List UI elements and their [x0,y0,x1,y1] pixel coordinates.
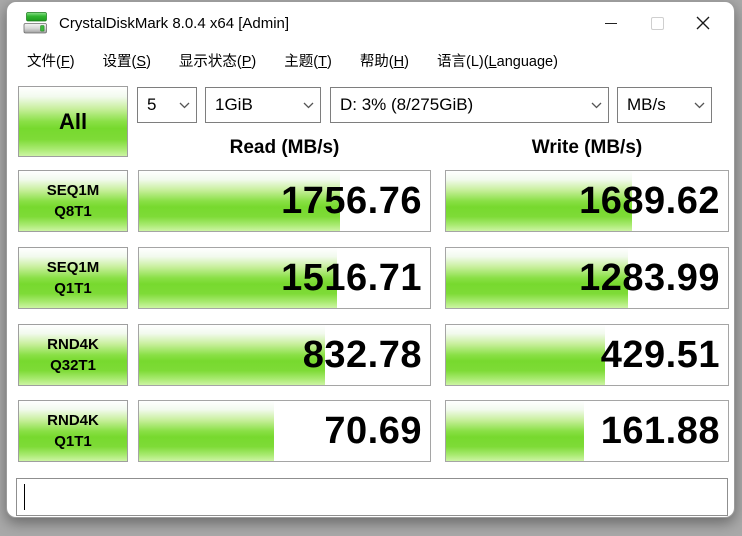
read-result-value: 1516.71 [281,256,422,299]
test-count-value: 5 [147,95,157,114]
read-result-cell: 70.69 [138,400,431,462]
chevron-down-icon [297,102,314,109]
target-drive-value: D: 3% (8/275GiB) [340,95,474,114]
comment-input[interactable] [16,478,728,516]
window-title: CrystalDiskMark 8.0.4 x64 [Admin] [59,14,290,32]
read-result-value: 70.69 [324,409,422,452]
text-caret [24,484,25,510]
read-result-bar [139,401,275,461]
write-result-cell: 1283.99 [445,247,729,309]
app-window: CrystalDiskMark 8.0.4 x64 [Admin] 文件(F) … [6,1,735,518]
read-column-header: Read (MB/s) [229,137,340,158]
maximize-icon [650,16,664,30]
write-result-cell: 1689.62 [445,170,729,232]
menu-language[interactable]: 语言(L)(Language) [436,53,558,70]
menu-profile[interactable]: 显示状态(P) [178,53,257,70]
write-result-bar [446,401,585,461]
title-bar: CrystalDiskMark 8.0.4 x64 [Admin] [7,2,734,44]
write-result-cell: 161.88 [445,400,729,462]
read-result-cell: 1516.71 [138,247,431,309]
write-result-value: 1283.99 [579,256,720,299]
menu-file[interactable]: 文件(F) [27,53,75,70]
write-column-header: Write (MB/s) [531,137,643,158]
disk-drive-icon [23,12,47,34]
test-size-value: 1GiB [215,95,253,114]
close-button[interactable] [680,2,726,44]
menu-settings[interactable]: 设置(S) [102,53,151,70]
target-drive-select[interactable]: D: 3% (8/275GiB) [330,87,609,123]
read-result-value: 1756.76 [281,179,422,222]
minimize-button[interactable] [588,2,634,44]
read-result-cell: 832.78 [138,324,431,386]
read-result-bar [139,248,337,308]
maximize-button[interactable] [634,2,680,44]
menu-bar: 文件(F) 设置(S) 显示状态(P) 主题(T) 帮助(H) 语言(L)(La… [7,44,734,76]
test-button-seq1m-q1t1[interactable]: SEQ1M Q1T1 [18,247,128,309]
write-result-value: 1689.62 [579,179,720,222]
read-result-bar [139,325,326,385]
run-all-button[interactable]: All [18,86,128,157]
write-result-cell: 429.51 [445,324,729,386]
write-result-bar [446,325,606,385]
write-result-bar [446,248,628,308]
chevron-down-icon [585,102,602,109]
read-result-cell: 1756.76 [138,170,431,232]
menu-theme[interactable]: 主题(T) [284,53,332,70]
test-button-rnd4k-q1t1[interactable]: RND4K Q1T1 [18,400,128,462]
minimize-icon [605,22,617,24]
unit-value: MB/s [627,95,666,114]
menu-help[interactable]: 帮助(H) [359,53,409,70]
unit-select[interactable]: MB/s [617,87,712,123]
chevron-down-icon [173,102,190,109]
test-button-rnd4k-q32t1[interactable]: RND4K Q32T1 [18,324,128,386]
read-result-bar [139,171,340,231]
test-count-select[interactable]: 5 [137,87,197,123]
chevron-down-icon [688,102,705,109]
test-button-seq1m-q8t1[interactable]: SEQ1M Q8T1 [18,170,128,232]
write-result-value: 429.51 [600,333,720,376]
read-result-value: 832.78 [302,333,422,376]
test-size-select[interactable]: 1GiB [205,87,321,123]
write-result-value: 161.88 [600,409,720,452]
write-result-bar [446,171,633,231]
close-icon [696,16,710,30]
